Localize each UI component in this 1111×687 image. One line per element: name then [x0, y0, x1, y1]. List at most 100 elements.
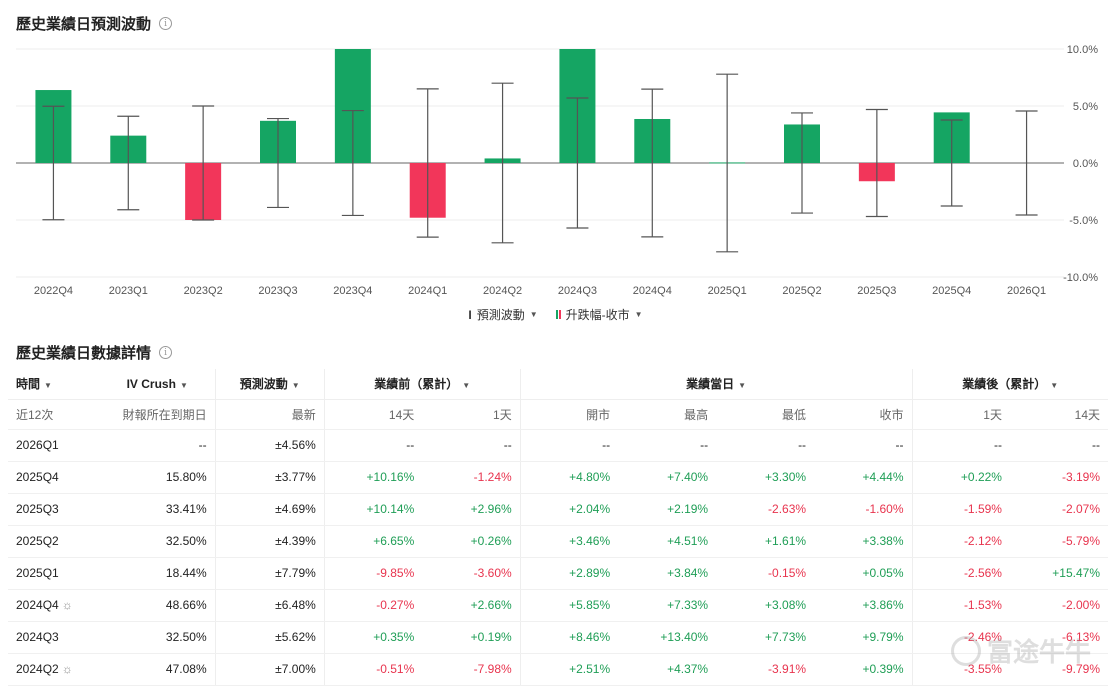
caret-down-icon: ▼: [462, 381, 471, 391]
table-cell: -7.98%: [422, 653, 521, 686]
table-cell: ±3.77%: [214, 461, 325, 494]
legend-item-predict[interactable]: I 預測波動 ▼: [468, 306, 537, 323]
caret-down-icon: ▼: [291, 381, 300, 391]
table-cell: -3.91%: [716, 653, 815, 686]
table-row[interactable]: 2026Q1 -- ±4.56% -- -- -- -- -- -- -- --: [8, 429, 1108, 462]
table-subheader-cell: 近12次: [8, 399, 100, 430]
volatility-chart: 10.0% 5.0% 0.0% -5.0% -10.0% 2022Q4 2023Q1 2023…: [16, 44, 1098, 297]
caret-down-icon: ▼: [44, 381, 52, 391]
table-cell: 48.66%: [99, 589, 216, 622]
table-cell: ±5.62%: [214, 621, 325, 654]
table-cell: 2025Q2: [8, 525, 100, 558]
table-cell: -1.24%: [422, 461, 521, 494]
table-subheader-cell: 最高: [618, 399, 717, 430]
table-cell: 32.50%: [99, 525, 216, 558]
x-tick-label: 2025Q1: [708, 285, 747, 297]
table-cell: +0.22%: [911, 461, 1010, 494]
table-cell: -0.15%: [716, 557, 815, 590]
x-tick-label: 2023Q4: [333, 285, 372, 297]
table-cell: --: [99, 429, 216, 462]
table-cell: 2025Q4: [8, 461, 100, 494]
header-time[interactable]: 時間 ▼: [8, 369, 100, 400]
header-predict[interactable]: 預測波動 ▼: [214, 369, 325, 400]
table-cell: +2.19%: [618, 493, 717, 526]
table-row[interactable]: 2025Q1 18.44% ±7.79% -9.85% -3.60% +2.89% +3.8…: [8, 557, 1108, 590]
table-cell: 2025Q1: [8, 557, 100, 590]
whisker-legend-icon: I: [468, 307, 472, 322]
header-ivcrush[interactable]: IV Crush ▼: [99, 369, 216, 400]
table-cell: --: [716, 429, 815, 462]
table-cell: +1.61%: [716, 525, 815, 558]
x-tick-label: 2023Q3: [258, 285, 297, 297]
table-row[interactable]: 2024Q4 ☼ 48.66% ±6.48% -0.27% +2.66% +5.85% +7.…: [8, 589, 1108, 622]
table-subheader-cell: 1天: [911, 399, 1010, 430]
table-subheader-cell: 1天: [422, 399, 521, 430]
legend-label-predict: 預測波動: [476, 308, 525, 322]
table-cell: +0.26%: [422, 525, 521, 558]
table-cell: --: [814, 429, 913, 462]
table-cell: ±7.79%: [214, 557, 325, 590]
table-cell: 33.41%: [99, 493, 216, 526]
table-cell: -6.13%: [1009, 621, 1108, 654]
table-cell: +2.04%: [519, 493, 619, 526]
table-cell: +2.96%: [422, 493, 521, 526]
table-cell: +3.86%: [814, 589, 913, 622]
futu-logo-icon: [950, 635, 981, 666]
x-tick-label: 2024Q4: [633, 285, 672, 297]
table-cell: +2.51%: [519, 653, 619, 686]
header-before[interactable]: 業績前（累計） ▼: [323, 369, 521, 400]
sun-icon: ☼: [61, 598, 73, 612]
info-icon[interactable]: i: [159, 17, 173, 30]
table-cell: -0.51%: [323, 653, 423, 686]
table-cell: -1.59%: [911, 493, 1010, 526]
table-subheader-cell: 開市: [519, 399, 619, 430]
table-subheader-cell: 最新: [214, 399, 325, 430]
x-tick-label: 2025Q3: [857, 285, 896, 297]
header-after[interactable]: 業績後（累計） ▼: [911, 369, 1108, 400]
table-cell: --: [519, 429, 619, 462]
caret-down-icon: ▼: [738, 381, 747, 391]
table-cell: ±6.48%: [214, 589, 325, 622]
table-cell: 15.80%: [99, 461, 216, 494]
table-cell: +4.51%: [618, 525, 717, 558]
table-cell: +9.79%: [814, 621, 913, 654]
legend-item-change[interactable]: 升跌幅-收市 ▼: [555, 306, 643, 323]
table-cell: +3.84%: [618, 557, 717, 590]
bar-legend-icon: [555, 310, 561, 319]
table-subheader-cell: 14天: [1009, 399, 1108, 430]
earnings-table: 時間 ▼ IV Crush ▼ 預測波動 ▼ 業績前（累計） ▼ 業績當日 ▼ 業績後（累…: [8, 369, 1108, 686]
table-row[interactable]: 2024Q3 32.50% ±5.62% +0.35% +0.19% +8.46% +13.…: [8, 621, 1108, 654]
chart-legend: I 預測波動 ▼ 升跌幅-收市 ▼: [0, 306, 1111, 323]
table-cell: +8.46%: [519, 621, 619, 654]
table-row[interactable]: 2024Q2 ☼ 47.08% ±7.00% -0.51% -7.98% +2.51% +4.…: [8, 653, 1108, 686]
table-cell: +2.66%: [422, 589, 521, 622]
x-tick-label: 2025Q2: [782, 285, 821, 297]
table-subheader-cell: 最低: [716, 399, 815, 430]
y-tick-label: 0.0%: [1073, 158, 1098, 170]
table-cell: 2024Q3: [8, 621, 100, 654]
caret-down-icon: ▼: [1050, 381, 1059, 391]
table-row[interactable]: 2025Q2 32.50% ±4.39% +6.65% +0.26% +3.46% +4.5…: [8, 525, 1108, 558]
table-row[interactable]: 2025Q3 33.41% ±4.69% +10.14% +2.96% +2.04% +2.…: [8, 493, 1108, 526]
table-cell: +3.46%: [519, 525, 619, 558]
table-cell: +4.37%: [618, 653, 717, 686]
table-cell: -2.07%: [1009, 493, 1108, 526]
table-cell: 2024Q2 ☼: [8, 653, 100, 686]
table-cell: -2.63%: [716, 493, 815, 526]
table-cell: --: [618, 429, 717, 462]
table-cell: +2.89%: [519, 557, 619, 590]
y-tick-label: 10.0%: [1067, 44, 1098, 56]
table-cell: 2024Q4 ☼: [8, 589, 100, 622]
header-day[interactable]: 業績當日 ▼: [519, 369, 913, 400]
table-cell: +0.39%: [814, 653, 913, 686]
table-row[interactable]: 2025Q4 15.80% ±3.77% +10.16% -1.24% +4.80% +7.…: [8, 461, 1108, 494]
table-cell: +13.40%: [618, 621, 717, 654]
info-icon[interactable]: i: [159, 346, 173, 359]
table-cell: -2.56%: [911, 557, 1010, 590]
table-cell: +0.19%: [422, 621, 521, 654]
x-tick-label: 2022Q4: [34, 285, 73, 297]
table-cell: +7.33%: [618, 589, 717, 622]
table-cell: +3.08%: [716, 589, 815, 622]
table-cell: --: [1009, 429, 1108, 462]
table-cell: +3.30%: [716, 461, 815, 494]
